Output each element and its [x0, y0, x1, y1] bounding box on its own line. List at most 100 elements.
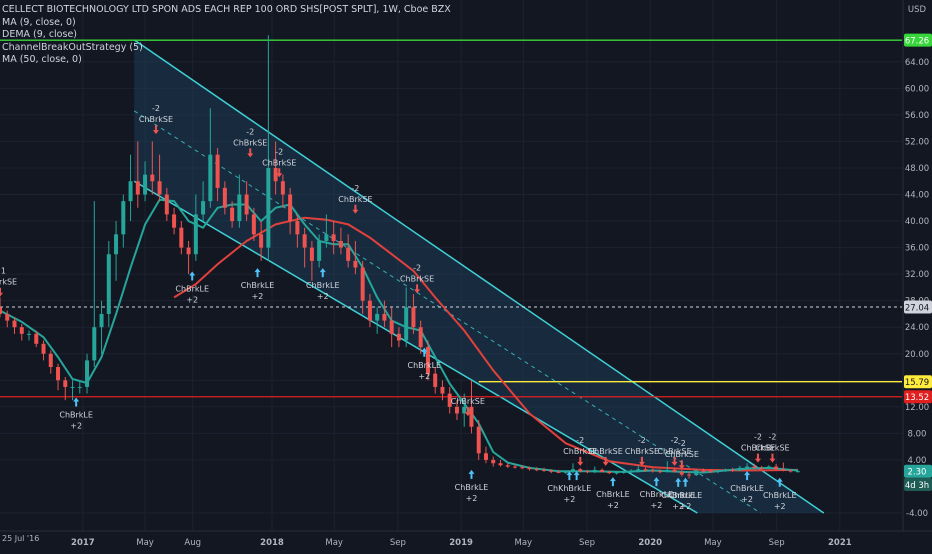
candle	[404, 287, 409, 348]
candle	[230, 201, 235, 228]
signal-label: +2	[651, 501, 663, 510]
candle-body	[201, 201, 206, 215]
signal-label: +2	[607, 501, 619, 510]
candle	[759, 465, 764, 470]
long-arrow-icon	[73, 397, 80, 407]
candle	[353, 240, 358, 275]
price-badge-current-1-box	[904, 477, 932, 491]
signal-label: ChBrkLE	[669, 491, 703, 500]
indicator-ma9-label[interactable]: MA (9, close, 0)	[2, 16, 76, 28]
candle	[433, 367, 438, 394]
long-arrow-icon	[319, 268, 326, 278]
candle-body	[302, 234, 307, 248]
candle	[411, 294, 416, 334]
price-tick-label: 44.00	[905, 191, 929, 201]
candle-body	[607, 471, 612, 474]
channel-upper-line	[133, 39, 825, 514]
candle	[273, 141, 278, 195]
candle-body	[665, 469, 670, 472]
signal-label: -2	[768, 433, 776, 442]
candle	[266, 35, 271, 261]
candle	[389, 307, 394, 348]
candle	[440, 380, 445, 401]
time-axis[interactable]: 2017 May Aug 2018 May Sep 2019 May Sep 2020 May Sep…	[0, 530, 932, 550]
indicator-ma50-label[interactable]: MA (50, close, 0)	[2, 54, 82, 66]
price-axis[interactable]: USD-4.004.008.0012.0016.0020.0024.0028.0…	[902, 0, 932, 550]
candle	[607, 470, 612, 474]
indicator-dema-label[interactable]: DEMA (9, close)	[2, 29, 77, 41]
candle	[636, 465, 641, 473]
candle	[157, 154, 162, 202]
candle-body	[483, 453, 488, 460]
candle	[578, 467, 583, 473]
price-tick-label: -4.00	[906, 509, 928, 519]
short-arrow-icon	[671, 456, 678, 466]
price-badge-current-0-text: 2.30	[908, 467, 927, 477]
short-arrow-icon	[464, 407, 471, 417]
candle-body	[563, 471, 568, 473]
candle	[614, 471, 619, 475]
candle-body	[759, 467, 764, 469]
candle-body	[600, 469, 605, 472]
candle-body	[578, 469, 583, 472]
signal-label: ChBrkLE	[175, 284, 209, 293]
price-tick-label: 36.00	[905, 244, 929, 254]
candle-body	[527, 467, 532, 470]
candle-body	[63, 380, 68, 387]
candle	[92, 201, 97, 368]
candle-body	[411, 307, 416, 328]
candle	[0, 297, 2, 318]
ma50-path	[173, 216, 798, 472]
signal-label: ChBrkSE	[262, 158, 296, 167]
time-tick-label: 2017	[71, 538, 95, 548]
price-badge-red-text: 13.52	[905, 393, 929, 403]
short-arrow-icon	[638, 456, 645, 466]
candle-body	[295, 221, 300, 235]
price-badge-current-1: 4d 3h	[904, 477, 932, 491]
signal-label: ChBrkLE	[241, 281, 275, 290]
signal-long: ChBrkLE +2	[596, 477, 630, 510]
time-tick-label: Sep	[579, 538, 595, 548]
candle	[375, 307, 380, 334]
price-tick-label: 20.00	[905, 350, 929, 360]
candle-body	[215, 154, 220, 188]
candle	[585, 469, 590, 474]
candle	[491, 456, 496, 467]
candle-body	[679, 471, 684, 475]
indicator-channel-breakout-label[interactable]: ChannelBreakOutStrategy (5)	[2, 41, 143, 53]
signal-long: ChBrkLE +2	[408, 347, 441, 381]
currency-label: USD	[908, 5, 927, 15]
candle	[193, 194, 198, 261]
candle	[259, 221, 264, 261]
price-tick-label: 24.00	[905, 323, 929, 333]
signal-label: ChBrkLE	[455, 483, 489, 492]
candle	[288, 187, 293, 235]
short-arrow-icon	[754, 453, 761, 463]
candle-body	[723, 469, 728, 471]
candle-body	[636, 469, 641, 472]
candle	[708, 469, 713, 474]
candle-body	[346, 247, 351, 261]
candle	[63, 376, 68, 401]
price-badge-dashed: 27.04	[904, 300, 932, 314]
candle	[592, 466, 597, 474]
candle-body	[382, 313, 387, 321]
candle	[34, 330, 39, 348]
long-arrow-icon	[609, 477, 616, 487]
candle	[766, 465, 771, 470]
candle-body	[629, 471, 634, 473]
candle	[56, 363, 61, 391]
signal-label: ChBrkSE	[563, 447, 597, 456]
symbol-title[interactable]: CELLECT BIOTECHNOLOGY LTD SPON ADS EACH …	[2, 4, 451, 15]
price-tick-label: 52.00	[905, 137, 929, 147]
candle-body	[505, 465, 510, 467]
long-arrow-icon	[675, 477, 682, 487]
candle	[665, 461, 670, 473]
time-tick-label: May	[136, 538, 154, 548]
candle	[556, 469, 561, 474]
candle	[85, 353, 90, 394]
